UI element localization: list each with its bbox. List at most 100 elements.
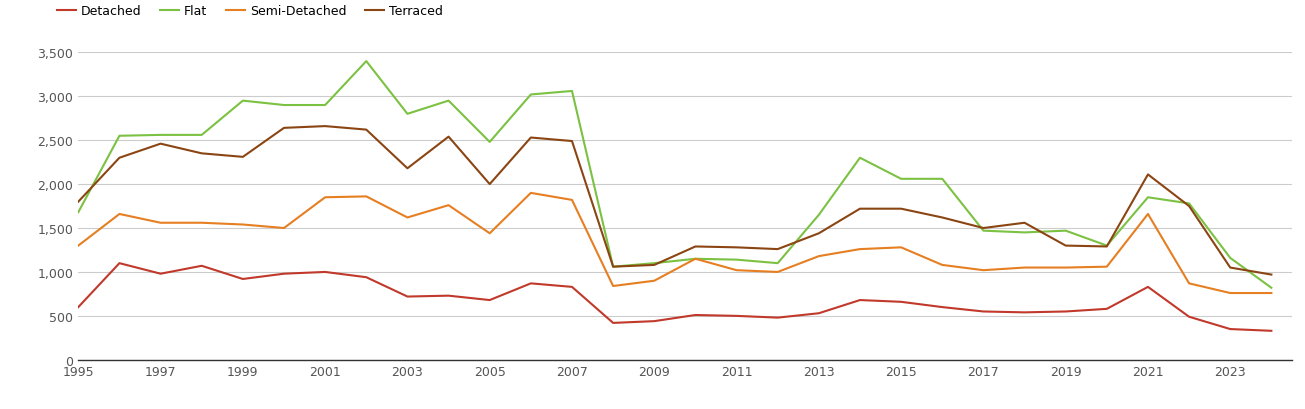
Flat xyxy=(194,133,210,138)
Terraced xyxy=(852,207,868,211)
Semi-Detached xyxy=(852,247,868,252)
Terraced xyxy=(359,128,375,133)
Flat xyxy=(482,140,497,145)
Legend: Detached, Flat, Semi-Detached, Terraced: Detached, Flat, Semi-Detached, Terraced xyxy=(52,0,448,23)
Detached xyxy=(810,311,826,316)
Detached xyxy=(1181,315,1197,319)
Semi-Detached xyxy=(359,194,375,199)
Terraced xyxy=(1263,272,1279,277)
Flat xyxy=(810,213,826,218)
Flat xyxy=(728,258,744,263)
Semi-Detached xyxy=(1058,265,1074,270)
Flat xyxy=(523,93,539,98)
Terraced xyxy=(235,155,251,160)
Detached xyxy=(1263,328,1279,333)
Flat xyxy=(1223,256,1238,261)
Semi-Detached xyxy=(934,263,950,268)
Terraced xyxy=(1017,221,1032,226)
Semi-Detached xyxy=(1099,265,1114,270)
Terraced xyxy=(441,135,457,140)
Semi-Detached xyxy=(728,268,744,273)
Flat xyxy=(399,112,415,117)
Detached xyxy=(399,294,415,299)
Semi-Detached xyxy=(1263,291,1279,296)
Flat xyxy=(934,177,950,182)
Terraced xyxy=(399,166,415,171)
Flat xyxy=(112,134,128,139)
Flat xyxy=(359,59,375,64)
Semi-Detached xyxy=(810,254,826,259)
Flat xyxy=(606,265,621,270)
Semi-Detached xyxy=(194,221,210,226)
Terraced xyxy=(153,142,168,147)
Terraced xyxy=(606,265,621,270)
Terraced xyxy=(1099,245,1114,249)
Flat xyxy=(646,261,662,266)
Terraced xyxy=(112,156,128,161)
Terraced xyxy=(317,124,333,129)
Detached xyxy=(523,281,539,286)
Terraced xyxy=(976,226,992,231)
Line: Flat: Flat xyxy=(78,62,1271,288)
Terraced xyxy=(277,126,292,131)
Terraced xyxy=(564,139,579,144)
Terraced xyxy=(1141,173,1156,178)
Flat xyxy=(1181,202,1197,207)
Terraced xyxy=(1058,243,1074,248)
Semi-Detached xyxy=(688,257,703,262)
Semi-Detached xyxy=(317,196,333,200)
Terraced xyxy=(523,136,539,141)
Semi-Detached xyxy=(770,270,786,275)
Detached xyxy=(1058,309,1074,314)
Terraced xyxy=(810,231,826,236)
Flat xyxy=(564,89,579,94)
Semi-Detached xyxy=(564,198,579,203)
Terraced xyxy=(1223,265,1238,270)
Semi-Detached xyxy=(606,284,621,289)
Detached xyxy=(646,319,662,324)
Terraced xyxy=(894,207,910,211)
Detached xyxy=(976,309,992,314)
Semi-Detached xyxy=(646,279,662,283)
Semi-Detached xyxy=(894,245,910,250)
Detached xyxy=(317,270,333,275)
Detached xyxy=(359,275,375,280)
Semi-Detached xyxy=(523,191,539,196)
Detached xyxy=(1141,285,1156,290)
Flat xyxy=(688,257,703,262)
Detached xyxy=(235,277,251,282)
Detached xyxy=(1017,310,1032,315)
Flat xyxy=(1141,196,1156,200)
Flat xyxy=(235,99,251,104)
Detached xyxy=(441,294,457,299)
Semi-Detached xyxy=(399,216,415,220)
Line: Detached: Detached xyxy=(78,263,1271,331)
Flat xyxy=(1017,230,1032,235)
Terraced xyxy=(688,245,703,249)
Semi-Detached xyxy=(1223,291,1238,296)
Terraced xyxy=(646,263,662,268)
Detached xyxy=(482,298,497,303)
Terraced xyxy=(770,247,786,252)
Detached xyxy=(564,285,579,290)
Terraced xyxy=(1181,204,1197,209)
Terraced xyxy=(482,182,497,187)
Flat xyxy=(852,156,868,161)
Detached xyxy=(70,305,86,310)
Detached xyxy=(153,272,168,276)
Detached xyxy=(112,261,128,266)
Detached xyxy=(770,315,786,320)
Semi-Detached xyxy=(441,203,457,208)
Flat xyxy=(441,99,457,104)
Detached xyxy=(1223,327,1238,332)
Detached xyxy=(728,314,744,319)
Detached xyxy=(688,313,703,318)
Semi-Detached xyxy=(112,212,128,217)
Terraced xyxy=(934,216,950,220)
Semi-Detached xyxy=(1141,212,1156,217)
Terraced xyxy=(70,200,86,204)
Semi-Detached xyxy=(277,226,292,231)
Line: Terraced: Terraced xyxy=(78,127,1271,275)
Semi-Detached xyxy=(153,221,168,226)
Flat xyxy=(277,103,292,108)
